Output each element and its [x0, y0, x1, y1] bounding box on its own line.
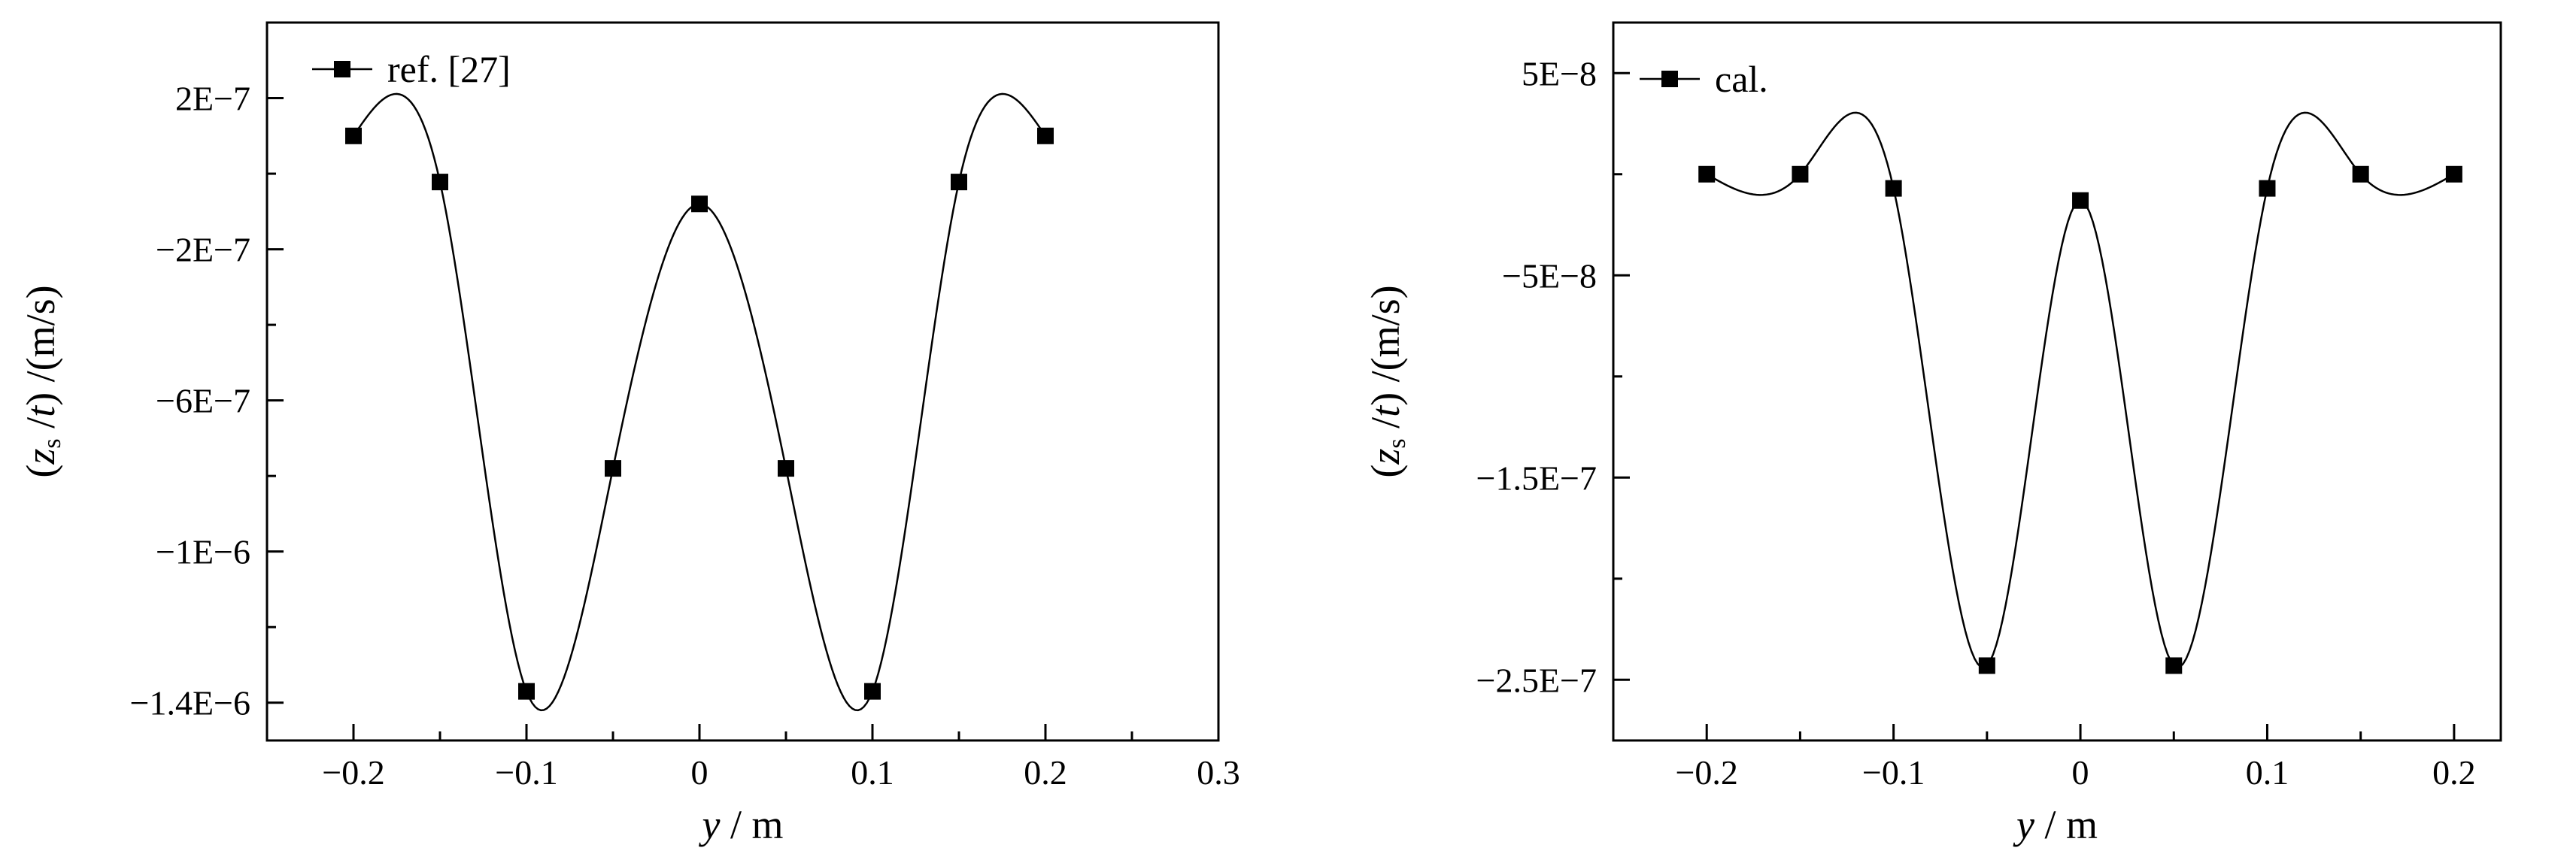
- y-tick-label: −1.4E−6: [130, 684, 250, 722]
- data-point: [605, 460, 621, 477]
- data-point: [864, 683, 881, 700]
- y-tick-label: −2.5E−7: [1476, 661, 1597, 699]
- data-point: [1792, 165, 1809, 183]
- data-point: [2165, 657, 2183, 674]
- series-line: [352, 92, 1047, 712]
- data-point: [778, 460, 794, 477]
- data-point: [1885, 180, 1902, 197]
- y-tick-label: −6E−7: [156, 382, 250, 420]
- x-axis-title: y / m: [699, 802, 784, 847]
- data-point: [345, 127, 362, 144]
- chart-ref: −0.2 −0.1 0 0.1 0.2 0.3 2E−7 −2E−7 −6E−7 −1E−6 −1.…: [18, 21, 1240, 847]
- data-point: [691, 195, 708, 213]
- x-tick-label: −0.2: [1675, 753, 1737, 792]
- y-axis-title: (zs /t) /(m/s): [18, 285, 66, 477]
- chart-cal: −0.2 −0.1 0 0.1 0.2 5E−8 −5E−8 −1.5E−7 −2.5E−7 y …: [1363, 21, 2502, 847]
- y-tick-label: −1E−6: [156, 533, 250, 571]
- y-tick-label: −2E−7: [156, 231, 250, 269]
- x-tick-label: −0.2: [322, 753, 384, 792]
- plot-frame: [1612, 21, 2502, 742]
- data-point: [1037, 127, 1054, 144]
- y-tick-label: 5E−8: [1522, 54, 1597, 92]
- y-axis-title: (zs /t) /(m/s): [1363, 285, 1411, 477]
- y-tick-label: 2E−7: [175, 80, 250, 118]
- legend-marker: [334, 61, 350, 77]
- x-tick-label: −0.1: [495, 753, 557, 792]
- data-point: [2259, 180, 2276, 197]
- x-tick-label: −0.1: [1862, 753, 1925, 792]
- y-tick-label: −1.5E−7: [1476, 459, 1597, 497]
- x-tick-label: 0.1: [2246, 753, 2289, 792]
- legend-label: ref. [27]: [387, 48, 511, 90]
- plot-frame: [265, 21, 1220, 742]
- data-point: [1698, 165, 1716, 183]
- x-tick-label: 0.1: [851, 753, 894, 792]
- data-point: [432, 174, 448, 191]
- x-tick-label: 0.2: [2432, 753, 2476, 792]
- data-point: [2072, 192, 2089, 209]
- data-point: [1978, 657, 1995, 674]
- x-axis-title: y / m: [2013, 802, 2098, 847]
- data-point: [951, 174, 967, 191]
- x-tick-label: 0.3: [1197, 753, 1240, 792]
- x-tick-label: 0: [2072, 753, 2089, 792]
- data-point: [518, 683, 535, 700]
- legend-marker: [1661, 71, 1678, 87]
- y-tick-label: −5E−8: [1502, 256, 1597, 295]
- x-tick-label: 0: [691, 753, 708, 792]
- data-point: [2445, 165, 2462, 183]
- x-tick-label: 0.2: [1024, 753, 1067, 792]
- data-point: [2352, 165, 2369, 183]
- legend-label: cal.: [1715, 58, 1768, 100]
